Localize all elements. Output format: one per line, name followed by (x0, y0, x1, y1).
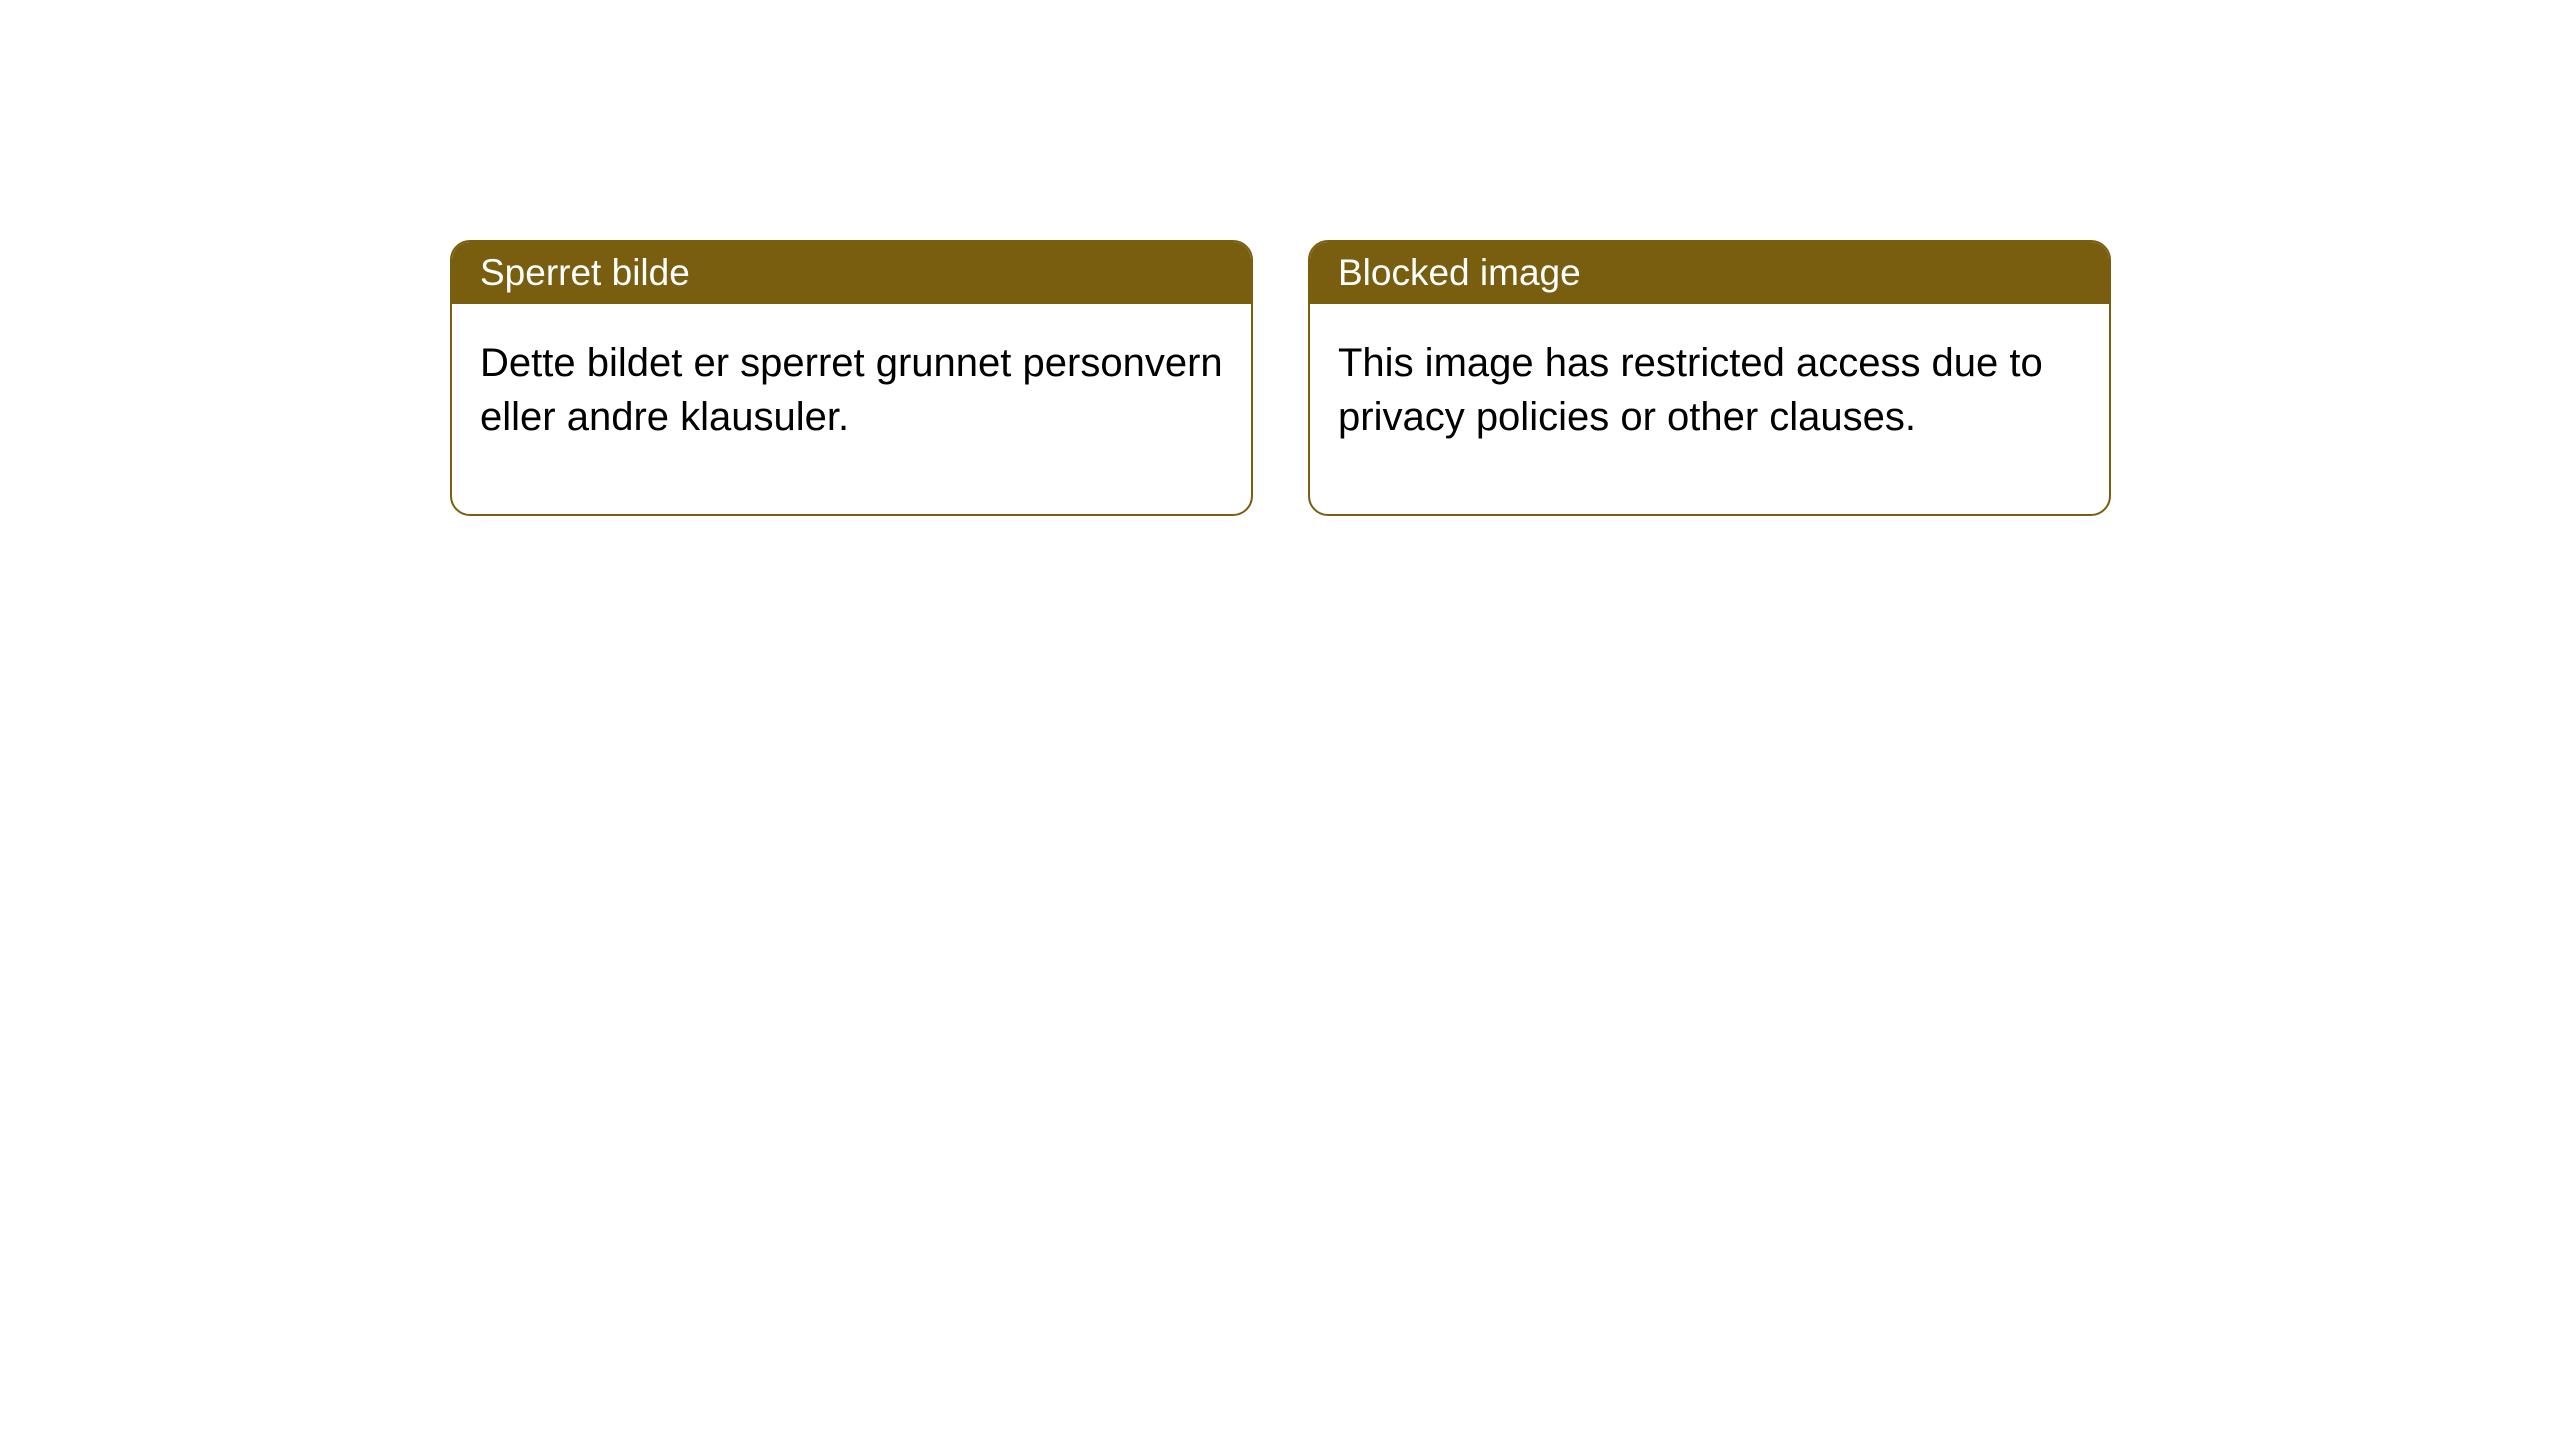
card-body: Dette bildet er sperret grunnet personve… (452, 304, 1251, 514)
notice-card-norwegian: Sperret bilde Dette bildet er sperret gr… (450, 240, 1253, 516)
notice-card-english: Blocked image This image has restricted … (1308, 240, 2111, 516)
card-header: Sperret bilde (452, 242, 1251, 304)
card-title: Sperret bilde (480, 252, 690, 293)
card-body: This image has restricted access due to … (1310, 304, 2109, 514)
card-header: Blocked image (1310, 242, 2109, 304)
notice-cards-container: Sperret bilde Dette bildet er sperret gr… (450, 240, 2111, 516)
card-body-text: Dette bildet er sperret grunnet personve… (480, 341, 1223, 439)
card-body-text: This image has restricted access due to … (1338, 341, 2043, 439)
card-title: Blocked image (1338, 252, 1581, 293)
